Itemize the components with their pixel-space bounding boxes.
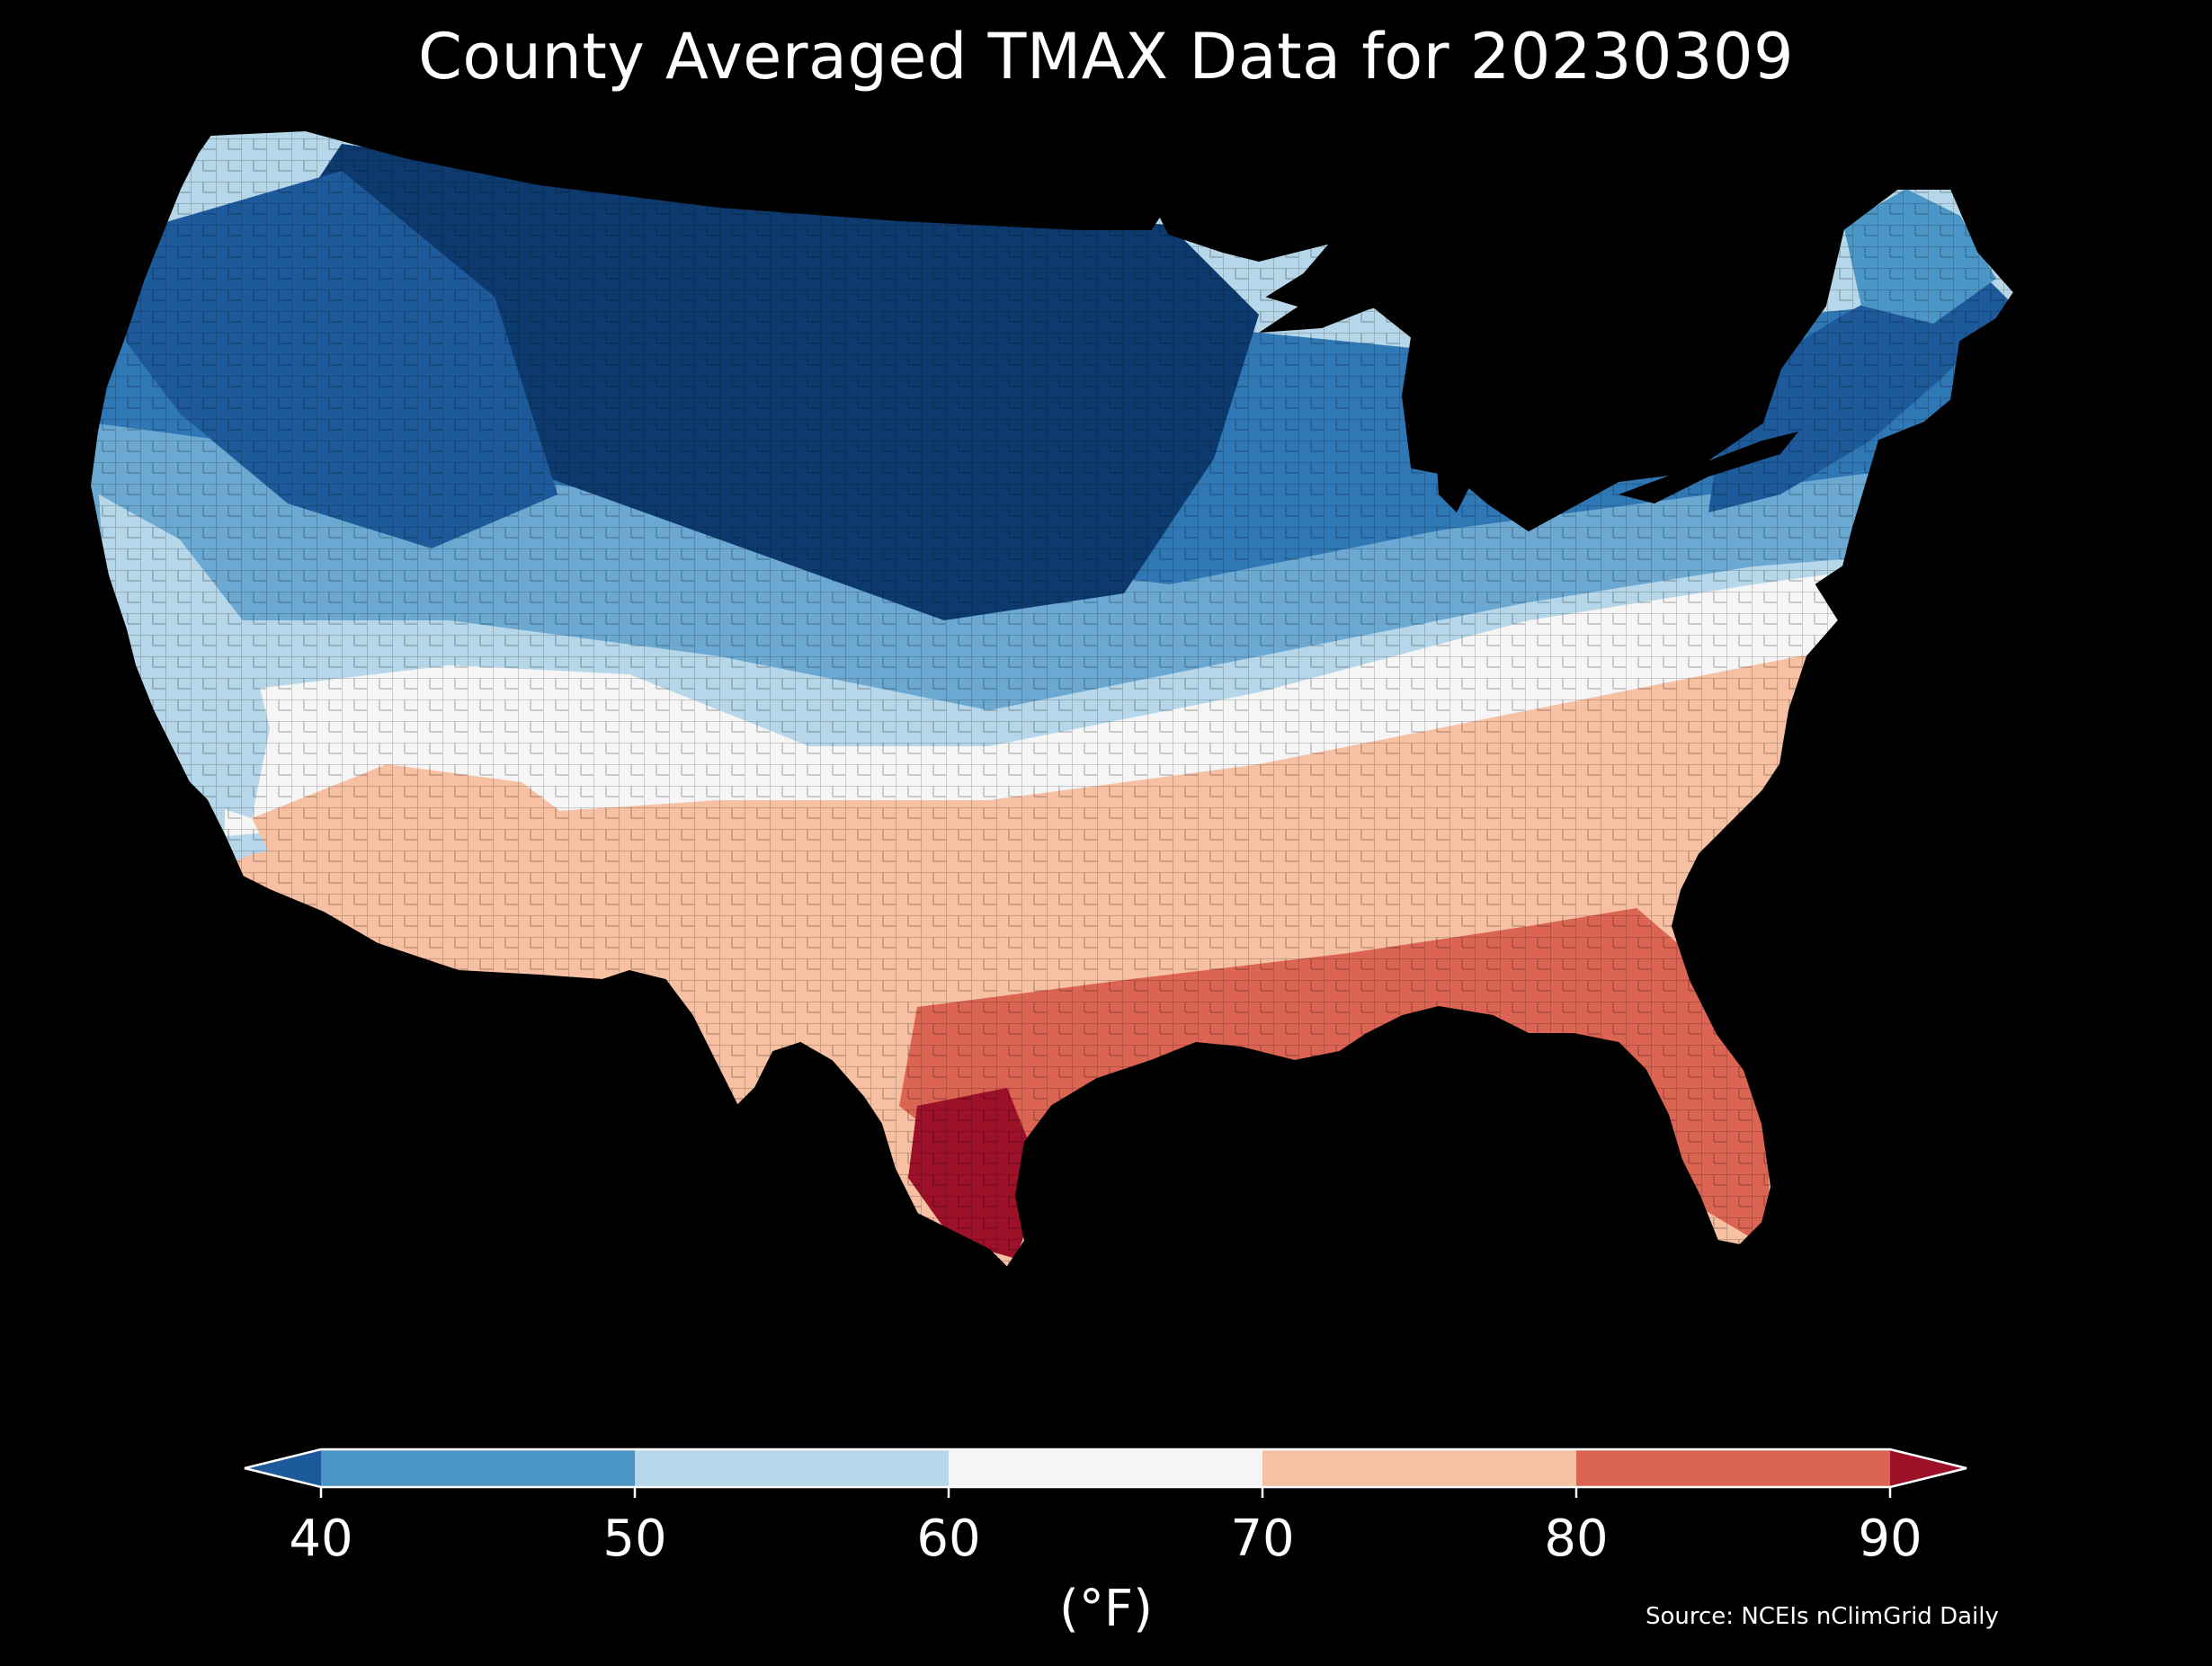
colorbar-outline [244, 1448, 1967, 1489]
colorbar-unit-label: (°F) [1059, 1580, 1153, 1638]
colorbar-bin-70-80 [1262, 1449, 1576, 1487]
colorbar-extend-high [1890, 1449, 1967, 1487]
lake-erie-ontario [1619, 432, 1798, 503]
colorbar-tick-label: 90 [1858, 1510, 1922, 1568]
lake-michigan [1434, 333, 1484, 512]
colorbar-bin-80-90 [1576, 1449, 1890, 1487]
colorbar-tick-label: 40 [289, 1510, 353, 1568]
colorbar-tick-label: 70 [1230, 1510, 1295, 1568]
lake-huron [1511, 351, 1601, 459]
colorbar-bin-40-50 [321, 1449, 635, 1487]
colorbar-tick-label: 50 [602, 1510, 667, 1568]
colorbar-extend-low [245, 1449, 321, 1487]
colorbar-bin-60-70 [949, 1449, 1262, 1487]
colorbar-tick-label: 80 [1544, 1510, 1609, 1568]
colorbar-tick-label: 60 [916, 1510, 981, 1568]
colorbar-bin-50-60 [635, 1449, 949, 1487]
map-title: County Averaged TMAX Data for 20230309 [417, 20, 1795, 94]
us-county-map [90, 129, 2015, 1269]
county-boundaries [90, 130, 2014, 1268]
source-credit: Source: NCEIs nClimGrid Daily [1646, 1603, 1999, 1630]
lake-superior [1259, 274, 1421, 333]
